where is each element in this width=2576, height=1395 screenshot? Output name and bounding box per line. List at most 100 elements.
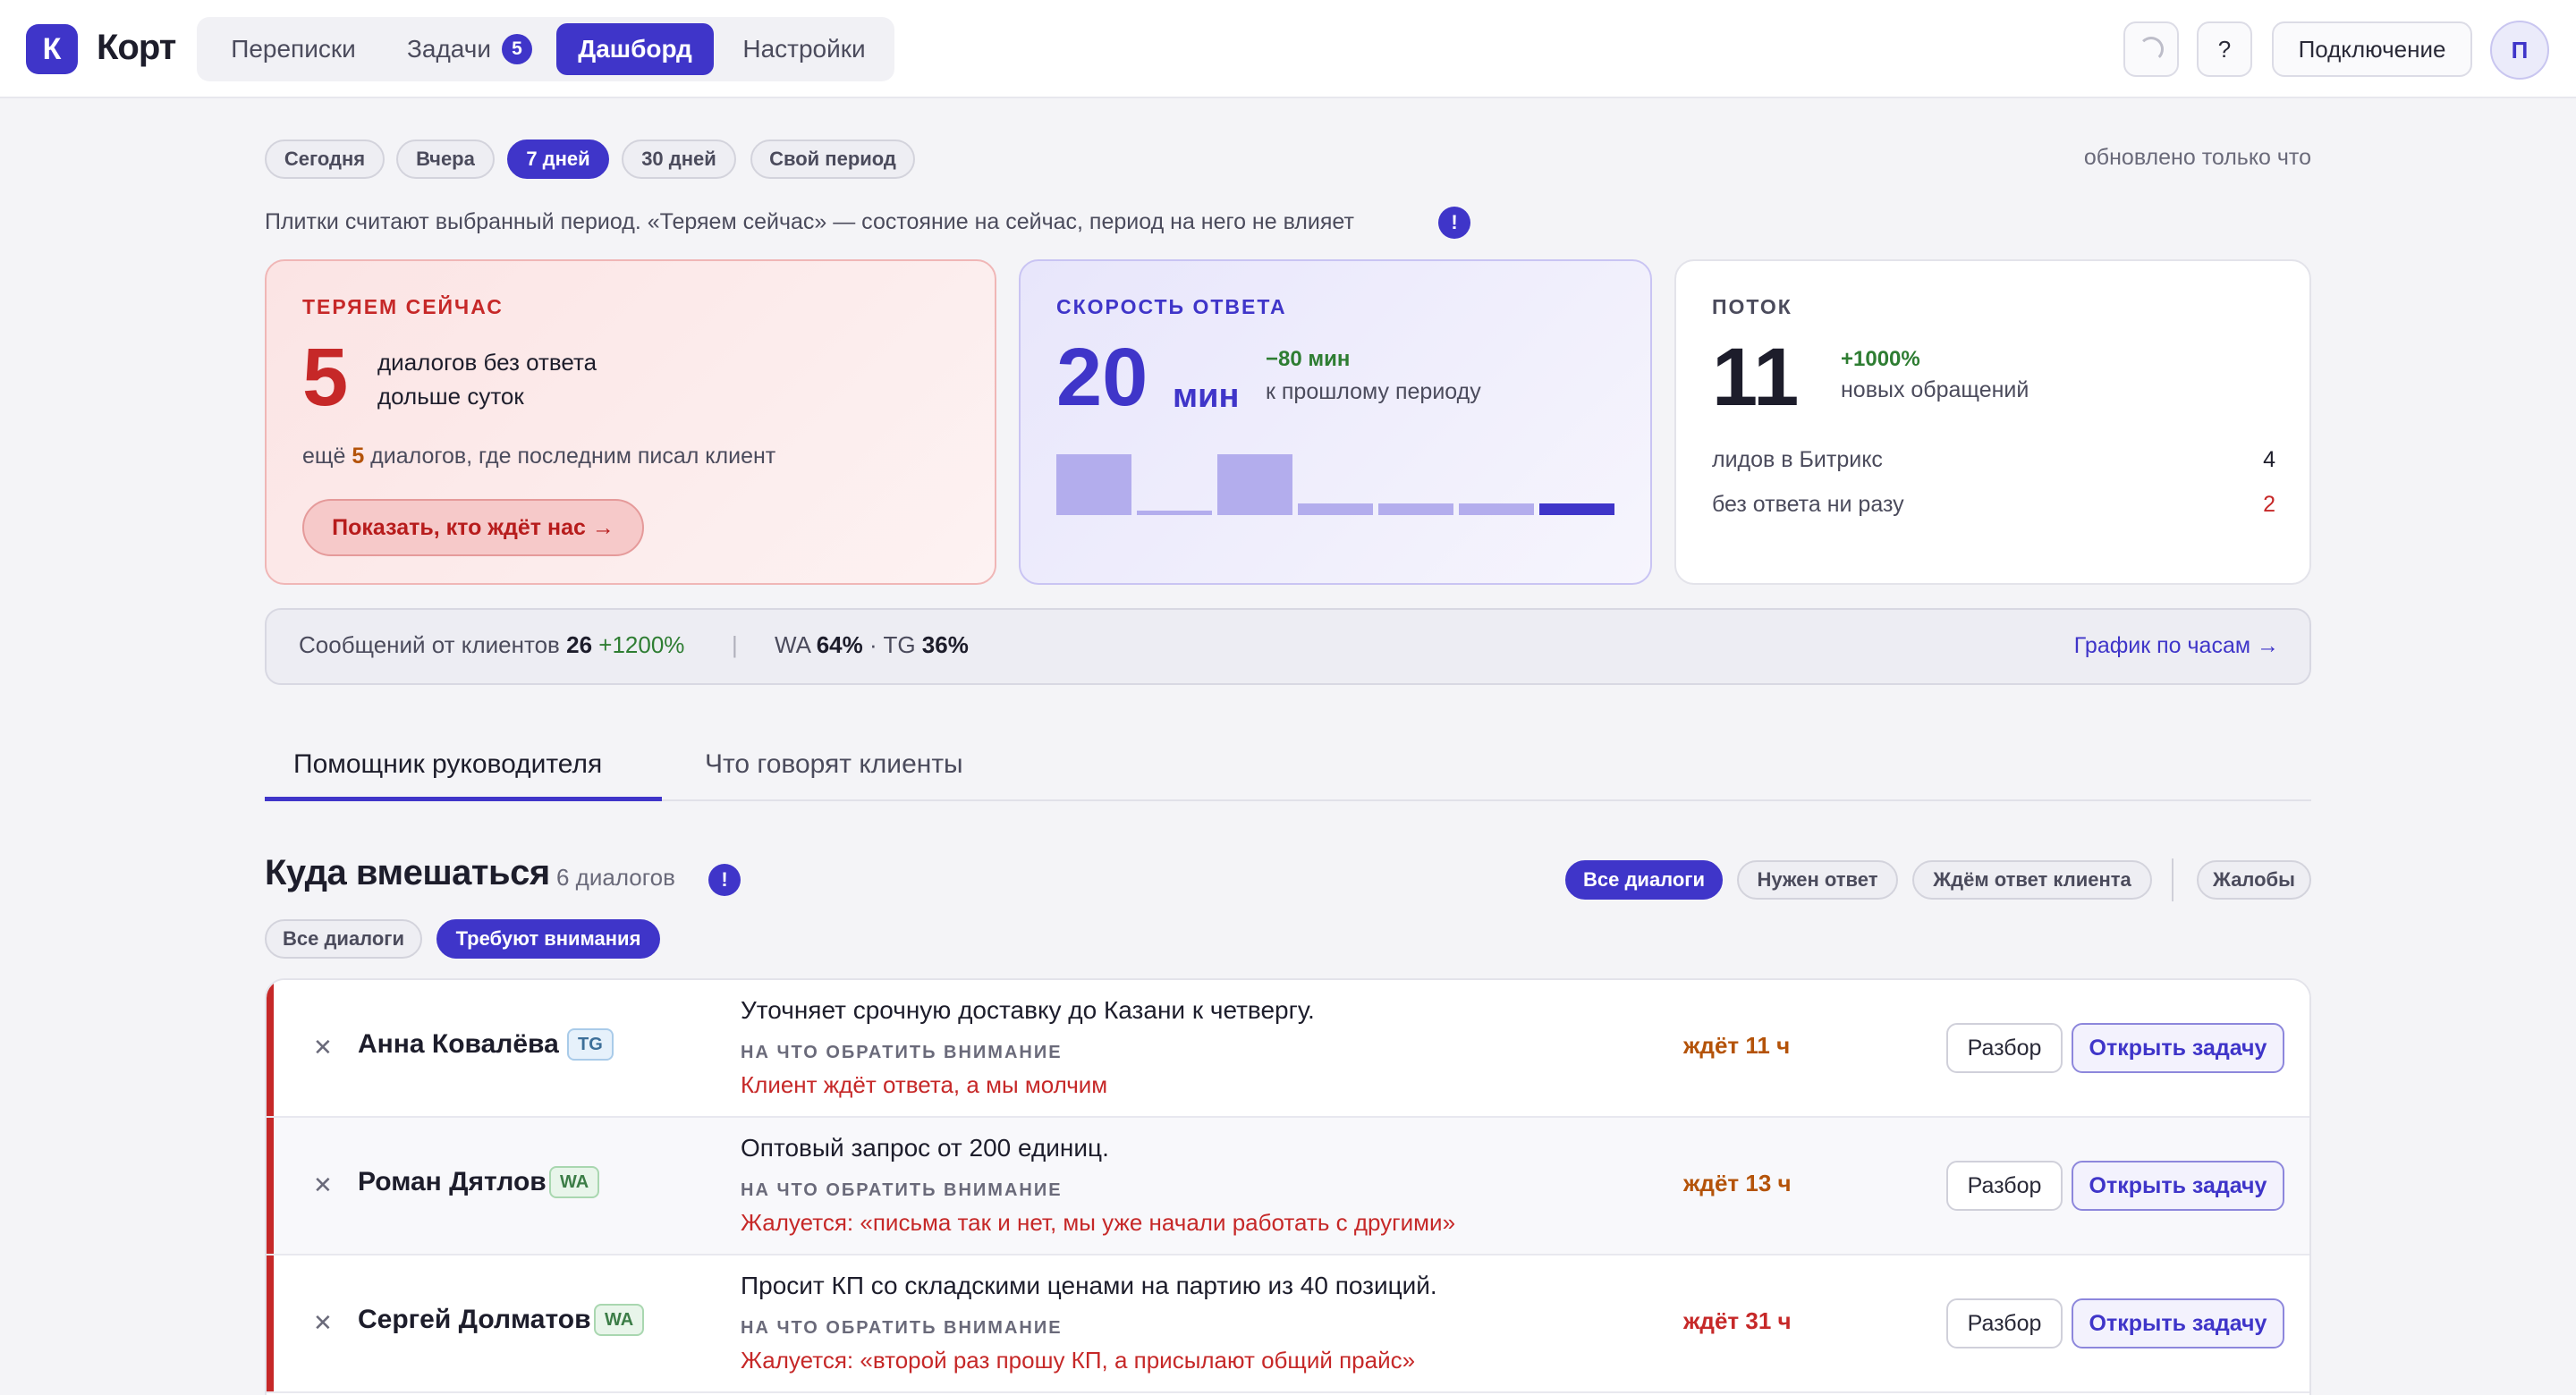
wait-time: ждёт 13 ч (1683, 1170, 1792, 1196)
period-yesterday[interactable]: Вчера (396, 140, 495, 179)
flow-delta-label: новых обращений (1841, 377, 2029, 402)
messages-summary: Сообщений от клиентов 26 +1200% | WA 64%… (265, 608, 2311, 685)
filter-divider (2172, 858, 2174, 901)
nav-label: Переписки (231, 35, 356, 63)
attention-text: Жалуется: «второй раз прошу КП, а присыл… (741, 1347, 1416, 1374)
help-button[interactable]: ? (2197, 21, 2252, 77)
wa-value: 64% (816, 631, 863, 658)
app-logo[interactable]: К (26, 24, 78, 74)
losing-value: 5 (302, 332, 349, 423)
card-title: ПОТОК (1712, 295, 1792, 318)
messages-stats: Сообщений от клиентов 26 +1200% (299, 631, 684, 659)
attention-label: НА ЧТО ОБРАТИТЬ ВНИМАНИЕ (741, 1180, 1063, 1200)
nav-settings[interactable]: Настройки (717, 23, 891, 75)
nav-dashboard[interactable]: Дашборд (556, 23, 714, 75)
extra-prefix: ещё (302, 444, 352, 469)
tab-manager-assistant[interactable]: Помощник руководителя (293, 749, 603, 779)
messages-count: 26 (566, 631, 593, 658)
flow-row-label: лидов в Битрикс (1712, 447, 1883, 472)
filter-all-dialogs[interactable]: Все диалоги (1565, 860, 1723, 900)
separator: | (732, 631, 738, 658)
dialogs-list: ✕ Анна Ковалёва TG Уточняет срочную дост… (265, 978, 2311, 1395)
speed-bar (1539, 503, 1614, 515)
losing-desc-2: дольше суток (377, 383, 524, 410)
dialog-summary: Оптовый запрос от 200 единиц. (741, 1134, 1109, 1162)
hourly-chart-link[interactable]: График по часам → (2073, 633, 2279, 658)
wait-time: ждёт 31 ч (1683, 1307, 1792, 1334)
show-waiting-button[interactable]: Показать, кто ждёт нас → (302, 499, 644, 556)
main-nav: Переписки Задачи 5 Дашборд Настройки (197, 17, 894, 81)
open-task-button[interactable]: Открыть задачу (2072, 1023, 2284, 1073)
dialog-summary: Просит КП со складскими ценами на партию… (741, 1272, 1437, 1299)
dialog-summary: Уточняет срочную доставку до Казани к че… (741, 996, 1315, 1024)
speed-value: 20 (1056, 332, 1148, 423)
channel-tag: WA (594, 1304, 645, 1336)
tabs-divider (265, 799, 2311, 801)
period-7-days[interactable]: 7 дней (507, 140, 609, 179)
info-icon[interactable]: ! (1438, 207, 1470, 239)
period-note: Плитки считают выбранный период. «Теряем… (265, 209, 1354, 234)
nav-label: Настройки (742, 35, 866, 63)
dialog-row[interactable]: ✕ Анна Ковалёва TG Уточняет срочную дост… (267, 980, 2309, 1118)
client-name: Сергей Долматов (358, 1305, 591, 1334)
review-button[interactable]: Разбор (1946, 1023, 2063, 1073)
nav-label: Дашборд (578, 35, 692, 63)
filter-complaints[interactable]: Жалобы (2197, 860, 2311, 900)
period-today[interactable]: Сегодня (265, 140, 385, 179)
priority-marker (267, 1118, 274, 1254)
dialog-row[interactable]: ✕ Роман Дятлов WA Оптовый запрос от 200 … (267, 1118, 2309, 1256)
open-task-button[interactable]: Открыть задачу (2072, 1161, 2284, 1211)
wait-time: ждёт 11 ч (1683, 1032, 1791, 1059)
flow-row-value: 2 (2263, 492, 2275, 517)
subfilter-attention[interactable]: Требуют внимания (436, 919, 660, 959)
speed-bar (1459, 503, 1534, 515)
flow-value: 11 (1712, 332, 1800, 423)
period-custom[interactable]: Свой период (750, 140, 915, 179)
subfilter-all[interactable]: Все диалоги (265, 919, 422, 959)
updated-status: обновлено только что (2083, 145, 2311, 170)
nav-conversations[interactable]: Переписки (204, 23, 383, 75)
app-name: Корт (97, 28, 176, 67)
losing-desc-1: диалогов без ответа (377, 349, 597, 376)
period-30-days[interactable]: 30 дней (622, 140, 736, 179)
nav-tasks[interactable]: Задачи 5 (386, 23, 553, 75)
card-title: СКОРОСТЬ ОТВЕТА (1056, 295, 1287, 318)
filter-need-reply[interactable]: Нужен ответ (1737, 860, 1898, 900)
client-name: Роман Дятлов (358, 1167, 547, 1196)
dismiss-icon[interactable]: ✕ (313, 1034, 333, 1061)
top-bar: К Корт Переписки Задачи 5 Дашборд Настрой… (0, 0, 2576, 98)
active-tab-indicator (265, 797, 662, 801)
open-task-button[interactable]: Открыть задачу (2072, 1298, 2284, 1348)
losing-extra: ещё 5 диалогов, где последним писал клие… (302, 444, 775, 469)
channel-tag: WA (549, 1166, 600, 1198)
messages-delta: +1200% (598, 631, 685, 658)
losing-now-card: ТЕРЯЕМ СЕЙЧАС 5 диалогов без ответа доль… (265, 259, 996, 585)
review-button[interactable]: Разбор (1946, 1298, 2063, 1348)
speed-delta-label: к прошлому периоду (1266, 379, 1481, 404)
speed-unit: мин (1173, 377, 1240, 415)
client-name: Анна Ковалёва (358, 1029, 559, 1059)
user-avatar[interactable]: П (2490, 21, 2549, 80)
speed-bar (1056, 454, 1131, 515)
filter-waiting-client[interactable]: Ждём ответ клиента (1912, 860, 2152, 900)
tg-value: 36% (921, 631, 969, 658)
speed-bar (1217, 454, 1292, 515)
wa-label: WA (775, 631, 810, 658)
attention-label: НА ЧТО ОБРАТИТЬ ВНИМАНИЕ (741, 1318, 1063, 1338)
priority-marker (267, 980, 274, 1116)
dialog-row[interactable]: ✕ Сергей Долматов WA Просит КП со складс… (267, 1256, 2309, 1393)
refresh-button[interactable] (2123, 21, 2179, 77)
extra-count: 5 (352, 444, 365, 469)
section-count: 6 диалогов (556, 864, 675, 891)
tab-clients-say[interactable]: Что говорят клиенты (705, 749, 963, 779)
dot-separator: · (869, 631, 877, 658)
review-button[interactable]: Разбор (1946, 1161, 2063, 1211)
attention-label: НА ЧТО ОБРАТИТЬ ВНИМАНИЕ (741, 1043, 1063, 1062)
dismiss-icon[interactable]: ✕ (313, 1171, 333, 1198)
dismiss-icon[interactable]: ✕ (313, 1309, 333, 1336)
channel-tag: TG (567, 1028, 614, 1061)
speed-delta: −80 мин (1266, 347, 1351, 371)
connect-button[interactable]: Подключение (2272, 21, 2472, 77)
attention-text: Клиент ждёт ответа, а мы молчим (741, 1071, 1108, 1098)
info-icon[interactable]: ! (708, 864, 741, 896)
